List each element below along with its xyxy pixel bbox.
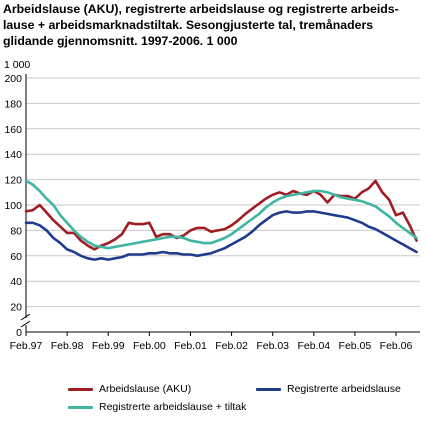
chart-title-line-3: glidande gjennomsnitt. 1997-2006. 1 000 — [3, 34, 238, 48]
y-tick-label: 140 — [4, 149, 22, 161]
legend-label-aku: Arbeidslause (AKU) — [99, 383, 192, 395]
y-tick-label: 0 — [16, 327, 22, 339]
x-tick-label: Feb.02 — [215, 340, 248, 352]
y-tick-label: 180 — [4, 98, 22, 110]
x-tick-label: Feb.04 — [297, 340, 330, 352]
x-tick-label: Feb.99 — [92, 340, 125, 352]
y-axis-unit-label: 1 000 — [4, 59, 31, 71]
x-tick-label: Feb.01 — [174, 340, 207, 352]
y-tick-label: 80 — [10, 225, 22, 237]
x-tick-label: Feb.00 — [133, 340, 166, 352]
series-line-1 — [24, 179, 418, 251]
y-tick-label: 160 — [4, 124, 22, 136]
axis-break-gap — [21, 318, 31, 325]
legend-swatch-aku — [68, 387, 93, 391]
series-line-2 — [24, 210, 418, 261]
x-tick-label: Feb.06 — [380, 340, 413, 352]
y-tick-label: 200 — [4, 73, 22, 85]
chart-legend: Arbeidslause (AKU) Registrerte arbeidsla… — [60, 381, 428, 417]
axis-break-mark — [20, 313, 31, 321]
x-tick-label: Feb.98 — [51, 340, 84, 352]
y-tick-label: 120 — [4, 175, 22, 187]
y-tick-label: 100 — [4, 200, 22, 212]
x-tick-label: Feb.03 — [256, 340, 289, 352]
chart-title-line-1: Arbeidslause (AKU), registrerte arbeidsl… — [3, 2, 399, 16]
x-tick-label: Feb.05 — [339, 340, 372, 352]
legend-swatch-registrerte — [256, 387, 281, 391]
y-tick-label: 20 — [10, 302, 22, 314]
legend-label-registrerte-tiltak: Registrerte arbeidslause + tiltak — [99, 401, 247, 413]
legend-item-registrerte: Registrerte arbeidslause — [256, 383, 401, 395]
axis-break-mark — [20, 320, 31, 328]
y-tick-label: 60 — [10, 251, 22, 263]
chart-title: Arbeidslause (AKU), registrerte arbeidsl… — [3, 1, 427, 49]
legend-swatch-registrerte-tiltak — [68, 405, 93, 409]
x-tick-label: Feb.97 — [10, 340, 43, 352]
series-line-3 — [24, 179, 418, 250]
chart-title-line-2: lause + arbeidsmarknadstiltak. Sesongjus… — [3, 18, 374, 32]
legend-label-registrerte: Registrerte arbeidslause — [287, 383, 401, 395]
legend-item-aku: Arbeidslause (AKU) — [68, 383, 191, 395]
y-tick-label: 40 — [10, 276, 22, 288]
legend-item-registrerte-tiltak: Registrerte arbeidslause + tiltak — [68, 401, 246, 413]
